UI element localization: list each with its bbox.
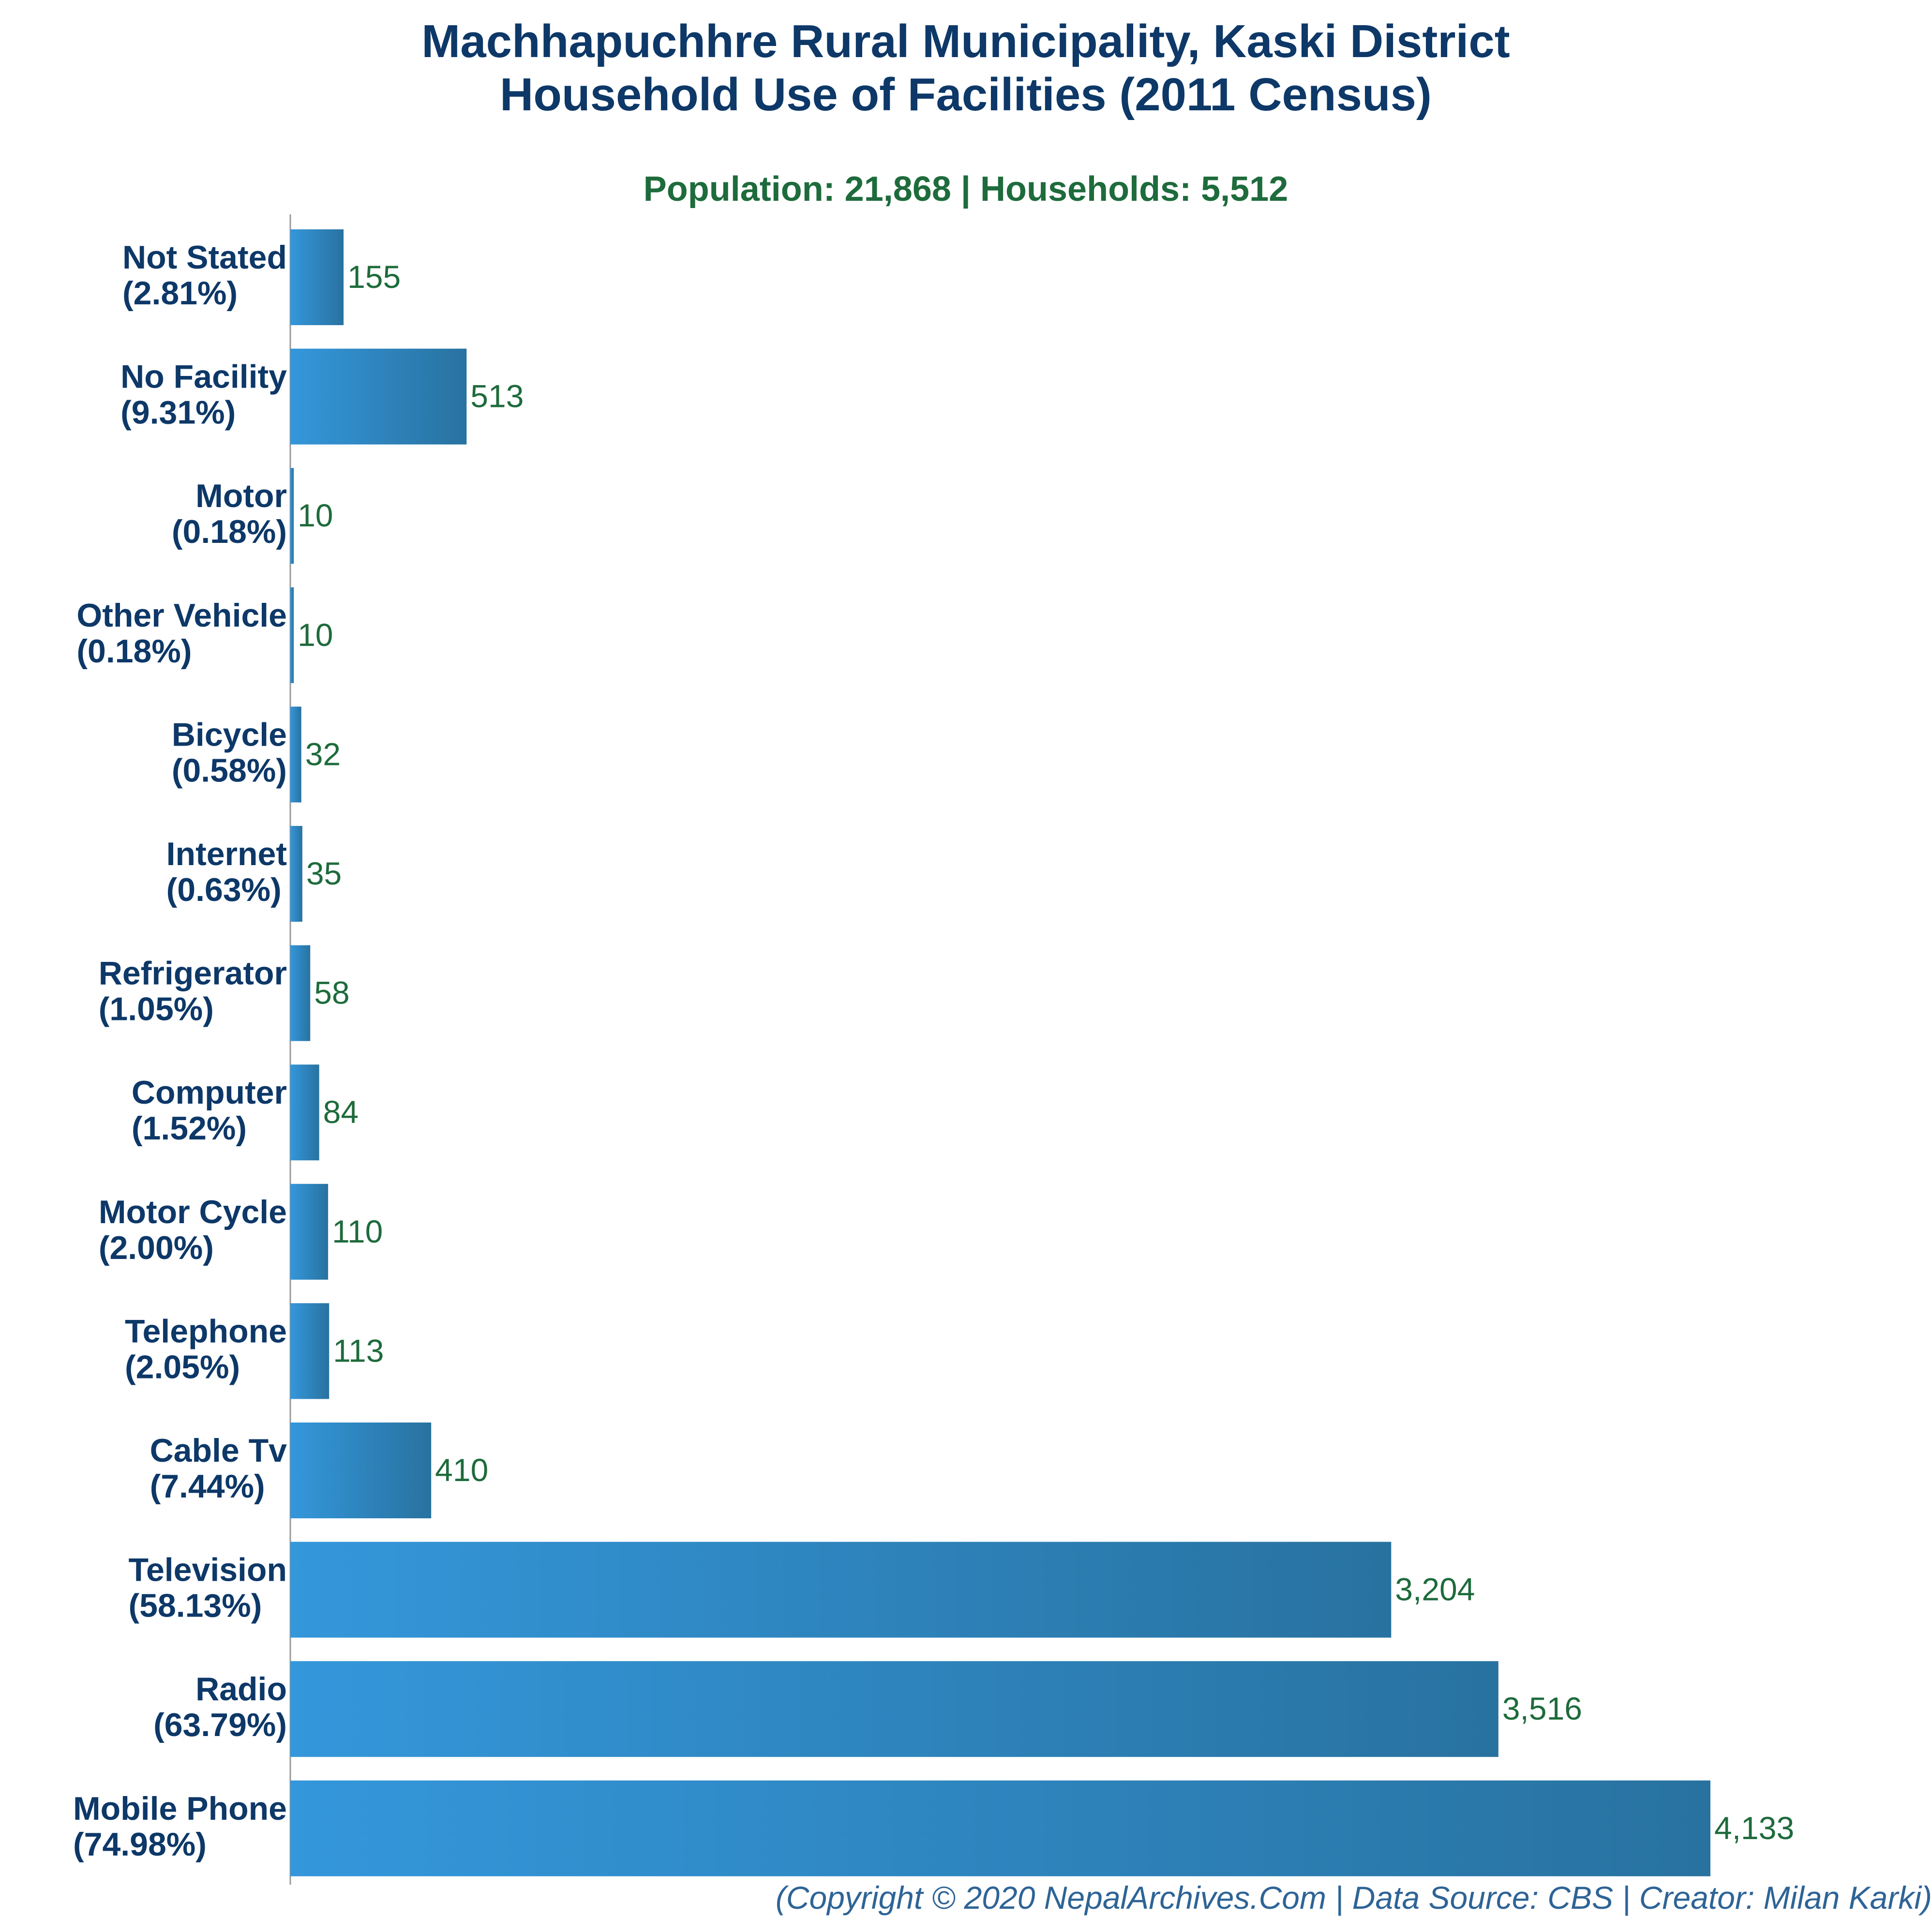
bars-group: 155 Not Stated(2.81%) 513 No Facility(9.31%… bbox=[73, 229, 1794, 1876]
bar-computer bbox=[290, 1064, 319, 1161]
bar-no-facility bbox=[290, 348, 467, 445]
category-label-internet: Internet bbox=[166, 836, 287, 872]
chart-footer: (Copyright © 2020 NepalArchives.Com | Da… bbox=[776, 1880, 1932, 1917]
value-label-no-facility: 513 bbox=[470, 378, 524, 414]
bar-motor-cycle bbox=[290, 1183, 329, 1280]
value-label-motor-cycle: 110 bbox=[332, 1213, 383, 1249]
percent-label-motor: (0.18%) bbox=[172, 513, 287, 550]
chart-subtitle: Population: 21,868 | Households: 5,512 bbox=[644, 170, 1288, 209]
bar-not-stated bbox=[290, 229, 344, 325]
percent-label-cable-tv: (7.44%) bbox=[150, 1468, 265, 1505]
percent-label-motor-cycle: (2.00%) bbox=[99, 1229, 214, 1266]
value-label-radio: 3,516 bbox=[1502, 1691, 1582, 1726]
category-label-mobile-phone: Mobile Phone bbox=[73, 1790, 287, 1827]
percent-label-no-facility: (9.31%) bbox=[120, 394, 236, 431]
percent-label-internet: (0.63%) bbox=[166, 871, 282, 908]
percent-label-not-stated: (2.81%) bbox=[122, 275, 238, 312]
value-label-computer: 84 bbox=[323, 1094, 359, 1130]
category-label-cable-tv: Cable Tv bbox=[150, 1432, 287, 1469]
percent-label-mobile-phone: (74.98%) bbox=[73, 1826, 207, 1863]
chart-title-line-1: Machhapuchhre Rural Municipality, Kaski … bbox=[421, 15, 1510, 67]
category-label-no-facility: No Facility bbox=[120, 359, 287, 395]
category-label-refrigerator: Refrigerator bbox=[99, 955, 287, 992]
bar-mobile-phone bbox=[290, 1780, 1710, 1876]
value-label-motor: 10 bbox=[298, 497, 333, 533]
bar-telephone bbox=[290, 1303, 329, 1399]
value-label-bicycle: 32 bbox=[305, 736, 341, 772]
value-label-telephone: 113 bbox=[333, 1333, 384, 1368]
bar-radio bbox=[290, 1661, 1498, 1757]
percent-label-radio: (63.79%) bbox=[153, 1707, 287, 1743]
bar-cable-tv bbox=[290, 1423, 432, 1518]
category-label-telephone: Telephone bbox=[125, 1313, 287, 1349]
bar-refrigerator bbox=[290, 945, 311, 1041]
value-label-mobile-phone: 4,133 bbox=[1714, 1810, 1794, 1846]
value-label-television: 3,204 bbox=[1395, 1572, 1475, 1607]
percent-label-refrigerator: (1.05%) bbox=[99, 991, 214, 1028]
bar-other-vehicle bbox=[290, 587, 294, 683]
category-label-motor-cycle: Motor Cycle bbox=[99, 1194, 287, 1230]
value-label-refrigerator: 58 bbox=[314, 975, 349, 1011]
category-label-computer: Computer bbox=[132, 1074, 287, 1111]
value-label-cable-tv: 410 bbox=[435, 1452, 488, 1488]
bar-internet bbox=[290, 826, 302, 922]
value-label-internet: 35 bbox=[306, 855, 342, 891]
percent-label-television: (58.13%) bbox=[128, 1588, 262, 1624]
bar-television bbox=[290, 1542, 1392, 1638]
category-label-not-stated: Not Stated bbox=[122, 239, 287, 276]
percent-label-bicycle: (0.58%) bbox=[172, 752, 287, 789]
value-label-not-stated: 155 bbox=[347, 259, 401, 295]
percent-label-other-vehicle: (0.18%) bbox=[76, 633, 192, 670]
chart-title-line-2: Household Use of Facilities (2011 Census… bbox=[500, 69, 1432, 120]
bar-bicycle bbox=[290, 706, 301, 803]
percent-label-telephone: (2.05%) bbox=[125, 1348, 240, 1385]
value-label-other-vehicle: 10 bbox=[298, 617, 333, 653]
category-label-motor: Motor bbox=[195, 478, 287, 514]
category-label-bicycle: Bicycle bbox=[172, 716, 287, 753]
category-label-radio: Radio bbox=[195, 1671, 287, 1707]
category-label-television: Television bbox=[128, 1552, 287, 1588]
category-label-other-vehicle: Other Vehicle bbox=[76, 597, 287, 634]
bar-motor bbox=[290, 468, 294, 564]
percent-label-computer: (1.52%) bbox=[132, 1110, 247, 1147]
